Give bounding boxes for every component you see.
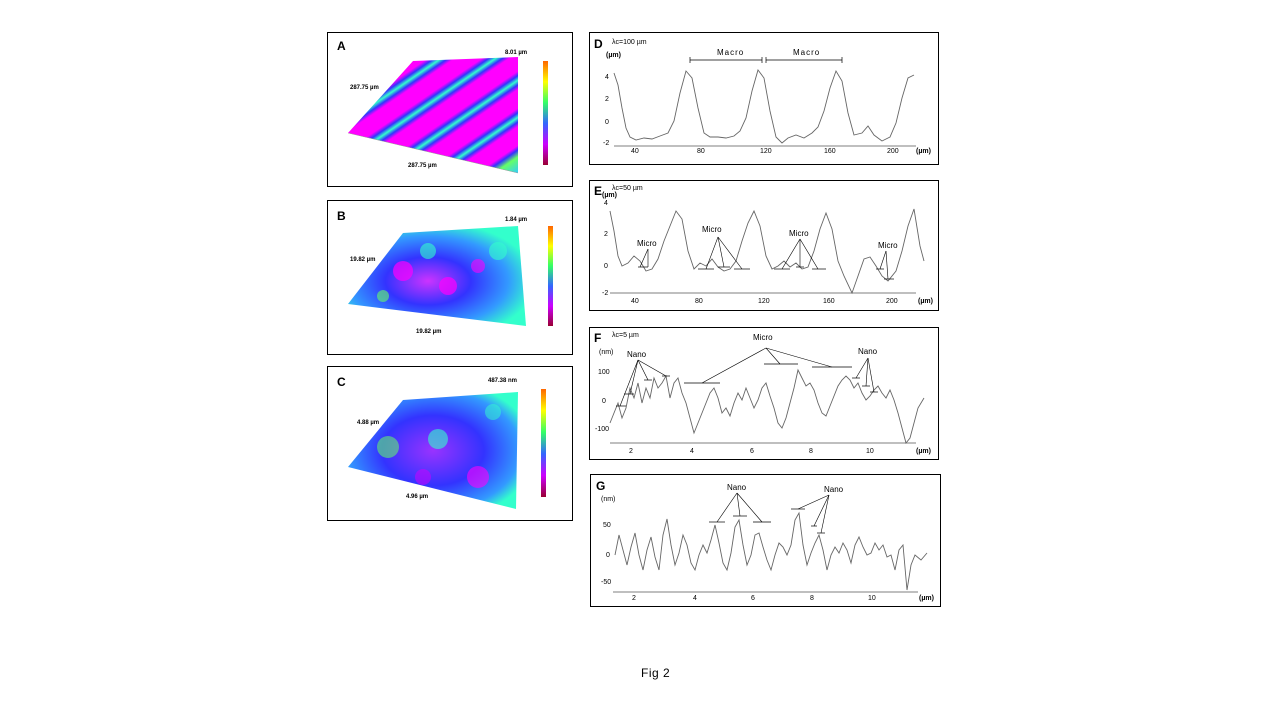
panel-f: F λc=5 µm (nm) 100 0 -100 Nano Micro Nan… bbox=[589, 327, 939, 460]
cutoff-label: λc=50 µm bbox=[612, 185, 643, 192]
y-tick: 4 bbox=[604, 200, 608, 207]
panel-a: A bbox=[327, 32, 573, 187]
panel-letter: F bbox=[594, 331, 602, 345]
y-tick: 0 bbox=[602, 398, 606, 405]
annotation-micro: Micro bbox=[753, 333, 773, 342]
panel-e: E λc=50 µm (µm) 4 2 0 -2 Micro Micro Mic… bbox=[589, 180, 939, 311]
annotation-nano: Nano bbox=[727, 483, 747, 492]
profile-line bbox=[613, 69, 915, 144]
profile-chart-d bbox=[613, 57, 916, 147]
panel-g: G (nm) 50 0 -50 Nano Nano 2 4 6 8 10 (µm… bbox=[590, 474, 941, 607]
x-tick: 6 bbox=[750, 448, 754, 455]
profile-chart-g bbox=[613, 492, 928, 593]
profile-line bbox=[614, 511, 928, 591]
x-tick: 160 bbox=[823, 298, 835, 305]
x-tick: 6 bbox=[751, 595, 755, 602]
y-axis-label: 287.75 µm bbox=[350, 85, 379, 91]
profile-line bbox=[609, 208, 925, 295]
x-tick: 80 bbox=[697, 148, 705, 155]
x-tick: 120 bbox=[760, 148, 772, 155]
x-tick: 8 bbox=[809, 448, 813, 455]
annotation-nano: Nano bbox=[824, 485, 844, 494]
panel-letter: E bbox=[594, 184, 603, 198]
panel-d: D λc=100 µm (µm) 4 2 0 -2 Macro Macro 40… bbox=[589, 32, 939, 165]
x-unit-label: (µm) bbox=[918, 298, 933, 305]
y-axis-label: 4.88 µm bbox=[357, 420, 380, 426]
panel-letter: C bbox=[337, 375, 346, 389]
x-tick: 2 bbox=[632, 595, 636, 602]
panel-letter: D bbox=[594, 37, 603, 51]
panel-letter: A bbox=[337, 39, 346, 53]
panel-b: B 1.84 µm 19.82 µm 19.82 µm bbox=[327, 200, 573, 355]
x-tick: 2 bbox=[629, 448, 633, 455]
surface-3d-c bbox=[348, 389, 546, 509]
panel-letter: B bbox=[337, 209, 346, 223]
x-axis-label: 19.82 µm bbox=[416, 329, 442, 335]
y-axis-label: 19.82 µm bbox=[350, 257, 376, 263]
x-tick: 4 bbox=[693, 595, 697, 602]
x-tick: 10 bbox=[868, 595, 876, 602]
y-unit-label: (nm) bbox=[601, 496, 616, 503]
surface-3d-a bbox=[347, 57, 548, 174]
y-tick: 0 bbox=[604, 263, 608, 270]
color-scale-bar bbox=[548, 226, 553, 326]
z-axis-label: 487.38 nm bbox=[488, 378, 518, 384]
y-tick: -50 bbox=[601, 579, 612, 586]
y-tick: 50 bbox=[603, 522, 611, 529]
profile-chart-f bbox=[609, 347, 925, 444]
y-tick: 2 bbox=[605, 96, 609, 103]
x-tick: 80 bbox=[695, 298, 703, 305]
x-tick: 200 bbox=[886, 298, 898, 305]
annotation-nano: Nano bbox=[627, 350, 647, 359]
y-tick: 0 bbox=[605, 119, 609, 126]
annotation-micro: Micro bbox=[637, 239, 657, 248]
x-unit-label: (µm) bbox=[916, 148, 931, 155]
x-axis-label: 4.96 µm bbox=[406, 494, 429, 500]
surface-3d-b bbox=[348, 226, 553, 326]
x-tick: 200 bbox=[887, 148, 899, 155]
y-tick: -2 bbox=[602, 290, 609, 297]
y-unit-label: (nm) bbox=[599, 349, 614, 356]
color-scale-bar bbox=[543, 61, 548, 165]
z-axis-label: 8.01 µm bbox=[505, 50, 528, 56]
y-unit-label: (µm) bbox=[606, 52, 621, 59]
panel-c: C 487.38 nm 4.88 µm 4.96 µm bbox=[327, 366, 573, 521]
profile-chart-e bbox=[609, 208, 925, 295]
y-tick: -100 bbox=[595, 426, 610, 433]
y-tick: 4 bbox=[605, 74, 609, 81]
x-tick: 40 bbox=[631, 298, 639, 305]
x-tick: 40 bbox=[631, 148, 639, 155]
figure-caption: Fig 2 bbox=[641, 666, 671, 680]
annotation-micro: Micro bbox=[789, 229, 809, 238]
z-axis-label: 1.84 µm bbox=[505, 217, 528, 223]
x-unit-label: (µm) bbox=[919, 595, 934, 602]
surface-b-mesh bbox=[348, 226, 526, 326]
x-tick: 4 bbox=[690, 448, 694, 455]
y-tick: 2 bbox=[604, 231, 608, 238]
y-tick: -2 bbox=[603, 140, 610, 147]
x-tick: 160 bbox=[824, 148, 836, 155]
surface-a-mesh bbox=[348, 57, 518, 173]
annotation-micro: Micro bbox=[878, 241, 898, 250]
y-tick: 100 bbox=[598, 369, 610, 376]
cutoff-label: λc=5 µm bbox=[612, 332, 639, 339]
y-unit-label: (µm) bbox=[602, 192, 617, 199]
cutoff-label: λc=100 µm bbox=[612, 39, 647, 46]
profile-line bbox=[609, 368, 925, 444]
panel-letter: G bbox=[596, 479, 606, 493]
annotation-macro: Macro bbox=[717, 48, 745, 57]
y-tick: 0 bbox=[606, 552, 610, 559]
color-scale-bar bbox=[541, 389, 546, 497]
annotation-nano: Nano bbox=[858, 347, 878, 356]
x-tick: 10 bbox=[866, 448, 874, 455]
x-tick: 120 bbox=[758, 298, 770, 305]
annotation-micro: Micro bbox=[702, 225, 722, 234]
x-axis-label: 287.75 µm bbox=[408, 163, 437, 169]
annotation-macro: Macro bbox=[793, 48, 821, 57]
x-unit-label: (µm) bbox=[916, 448, 931, 455]
x-tick: 8 bbox=[810, 595, 814, 602]
